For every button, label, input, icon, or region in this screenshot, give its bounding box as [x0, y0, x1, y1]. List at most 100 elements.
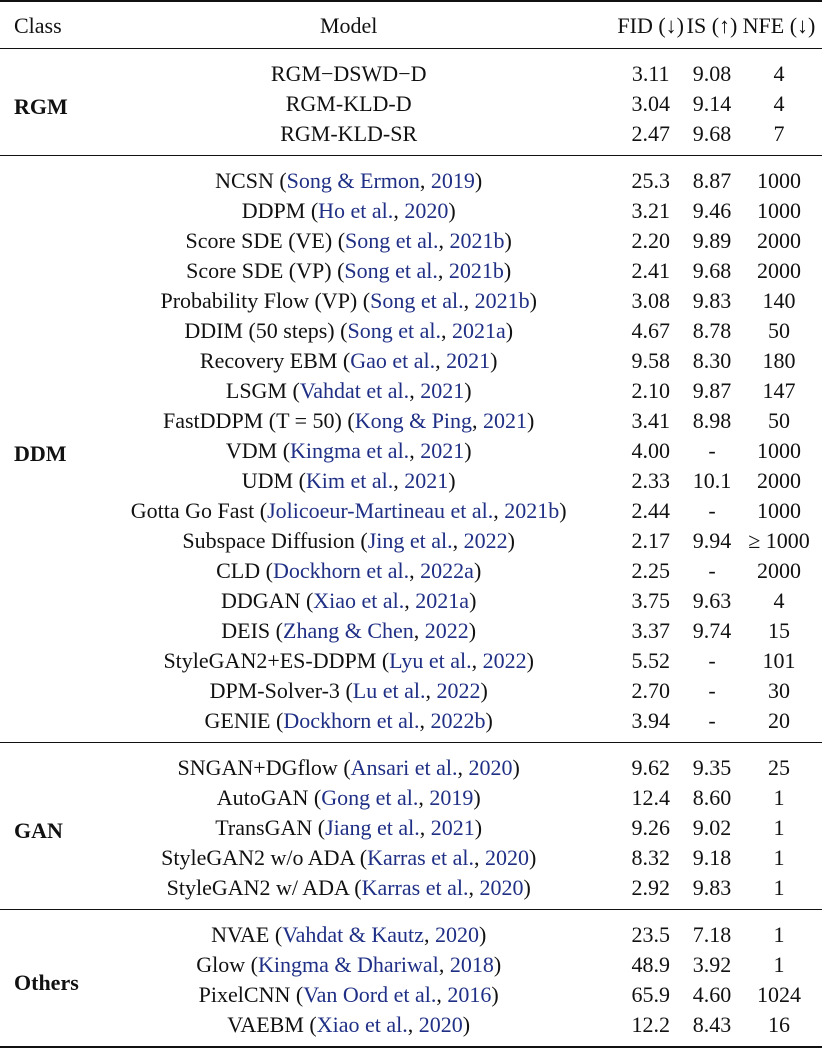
header-is: IS (↑)	[684, 1, 740, 49]
citation-year-link[interactable]: 2021	[420, 378, 465, 403]
fid-value: 4.00	[631, 438, 670, 463]
citation-author-link[interactable]: Vahdat et al.	[299, 378, 410, 403]
fid-value: 3.21	[631, 198, 670, 223]
table-row: StyleGAN2 w/o ADA (Karras et al., 2020) 8…	[0, 843, 822, 873]
citation-author-link[interactable]: Gao et al.	[350, 348, 436, 373]
citation-author-link[interactable]: Song et al.	[370, 288, 464, 313]
table-row: CLD (Dockhorn et al., 2022a) 2.25 - 2000	[0, 556, 822, 586]
citation-year-link[interactable]: 2021b	[449, 228, 505, 253]
citation-year-link[interactable]: 2021	[446, 348, 491, 373]
citation-year-link[interactable]: 2021a	[415, 588, 470, 613]
model-cell: Glow (Kingma & Dhariwal, 2018)	[196, 952, 502, 977]
model-cell: DDIM (50 steps) (Song et al., 2021a)	[184, 318, 514, 343]
model-name: NCSN	[215, 168, 274, 193]
citation-year-link[interactable]: 2016	[447, 982, 492, 1007]
citation-year-link[interactable]: 2020	[404, 198, 449, 223]
citation-year-link[interactable]: 2020	[418, 1012, 463, 1037]
citation-year-link[interactable]: 2021b	[504, 498, 560, 523]
citation-author-link[interactable]: Vahdat & Kautz	[282, 922, 424, 947]
model-cell: GENIE (Dockhorn et al., 2022b)	[204, 708, 493, 733]
fid-value: 12.4	[631, 785, 670, 810]
header-row: Class Model FID (↓) IS (↑) NFE (↓)	[0, 1, 822, 49]
model-name: Score SDE (VE)	[185, 228, 333, 253]
citation-year-link[interactable]: 2022	[436, 678, 481, 703]
is-value: -	[708, 648, 716, 673]
citation-author-link[interactable]: Jing et al.	[367, 528, 453, 553]
citation-author-link[interactable]: Xiao et al.	[313, 588, 405, 613]
citation-year-link[interactable]: 2021b	[474, 288, 530, 313]
is-value: 9.46	[692, 198, 732, 223]
model-name: TransGAN	[215, 815, 313, 840]
citation-author-link[interactable]: Kong & Ping	[354, 408, 473, 433]
fid-value: 3.94	[631, 708, 670, 733]
model-cell: Gotta Go Fast (Jolicoeur-Martineau et al…	[130, 498, 567, 523]
citation-year-link[interactable]: 2019	[430, 168, 475, 193]
citation-year-link[interactable]: 2020	[479, 875, 524, 900]
fid-value: 2.44	[631, 498, 670, 523]
fid-value: 3.04	[631, 91, 670, 116]
citation-author-link[interactable]: Kim et al.	[305, 468, 394, 493]
citation-year-link[interactable]: 2020	[484, 845, 529, 870]
citation-author-link[interactable]: Van Oord et al.	[303, 982, 437, 1007]
citation-author-link[interactable]: Song & Ermon	[286, 168, 420, 193]
citation-author-link[interactable]: Karras et al.	[367, 845, 474, 870]
is-value: 3.92	[692, 952, 732, 977]
citation-author-link[interactable]: Jiang et al.	[325, 815, 420, 840]
nfe-value: 1	[773, 875, 785, 900]
citation-author-link[interactable]: Xiao et al.	[316, 1012, 408, 1037]
is-value: 9.63	[692, 588, 732, 613]
table-row: PixelCNN (Van Oord et al., 2016) 65.9 4.60…	[0, 980, 822, 1010]
model-name: StyleGAN2 w/o ADA	[161, 845, 355, 870]
table-row: Subspace Diffusion (Jing et al., 2022) 2.…	[0, 526, 822, 556]
fid-value: 2.17	[631, 528, 670, 553]
citation-year-link[interactable]: 2022b	[430, 708, 486, 733]
citation-year-link[interactable]: 2020	[468, 755, 513, 780]
citation-year-link[interactable]: 2021	[404, 468, 449, 493]
model-cell: RGM-KLD-D	[80, 89, 617, 119]
citation-author-link[interactable]: Lyu et al.	[389, 648, 472, 673]
group-gan: GAN SNGAN+DGflow (Ansari et al., 2020) 9.6…	[0, 742, 822, 910]
citation-author-link[interactable]: Ansari et al.	[350, 755, 458, 780]
fid-value: 25.3	[617, 155, 684, 196]
citation-year-link[interactable]: 2022a	[420, 558, 474, 583]
citation-year-link[interactable]: 2021	[420, 438, 465, 463]
citation-author-link[interactable]: Zhang & Chen	[283, 618, 414, 643]
citation-year-link[interactable]: 2021b	[448, 258, 504, 283]
is-value: -	[708, 708, 716, 733]
citation-author-link[interactable]: Ho et al.	[318, 198, 394, 223]
citation-author-link[interactable]: Dockhorn et al.	[283, 708, 420, 733]
citation-year-link[interactable]: 2020	[434, 922, 479, 947]
is-value: 8.43	[692, 1012, 732, 1037]
citation-year-link[interactable]: 2022	[463, 528, 508, 553]
class-label: GAN	[0, 742, 80, 910]
table-row: LSGM (Vahdat et al., 2021) 2.10 9.87 147	[0, 376, 822, 406]
model-name: AutoGAN	[216, 785, 309, 810]
citation-year-link[interactable]: 2019	[429, 785, 474, 810]
citation-year-link[interactable]: 2022	[424, 618, 469, 643]
is-value: -	[708, 498, 716, 523]
citation-author-link[interactable]: Kingma et al.	[290, 438, 410, 463]
citation-year-link[interactable]: 2021	[483, 408, 528, 433]
citation-author-link[interactable]: Jolicoeur-Martineau et al.	[267, 498, 494, 523]
citation-year-link[interactable]: 2018	[449, 952, 494, 977]
citation-year-link[interactable]: 2022	[482, 648, 527, 673]
citation-author-link[interactable]: Song et al.	[345, 228, 439, 253]
citation-author-link[interactable]: Dockhorn et al.	[272, 558, 410, 583]
citation-author-link[interactable]: Karras et al.	[361, 875, 469, 900]
nfe-value: 4	[773, 588, 785, 613]
nfe-value: 1	[740, 909, 822, 950]
header-nfe: NFE (↓)	[740, 1, 822, 49]
citation-author-link[interactable]: Kingma & Dhariwal	[257, 952, 439, 977]
citation-author-link[interactable]: Song et al.	[347, 318, 441, 343]
table-row: DEIS (Zhang & Chen, 2022) 3.37 9.74 15	[0, 616, 822, 646]
citation-author-link[interactable]: Song et al.	[344, 258, 438, 283]
nfe-value: 4	[773, 61, 785, 86]
citation-year-link[interactable]: 2021	[430, 815, 475, 840]
is-value: 9.08	[692, 61, 732, 86]
citation-year-link[interactable]: 2021a	[451, 318, 506, 343]
citation-author-link[interactable]: Lu et al.	[352, 678, 426, 703]
fid-value: 2.25	[631, 558, 670, 583]
model-cell: DEIS (Zhang & Chen, 2022)	[221, 618, 477, 643]
citation-author-link[interactable]: Gong et al.	[321, 785, 419, 810]
table-row: UDM (Kim et al., 2021) 2.33 10.1 2000	[0, 466, 822, 496]
